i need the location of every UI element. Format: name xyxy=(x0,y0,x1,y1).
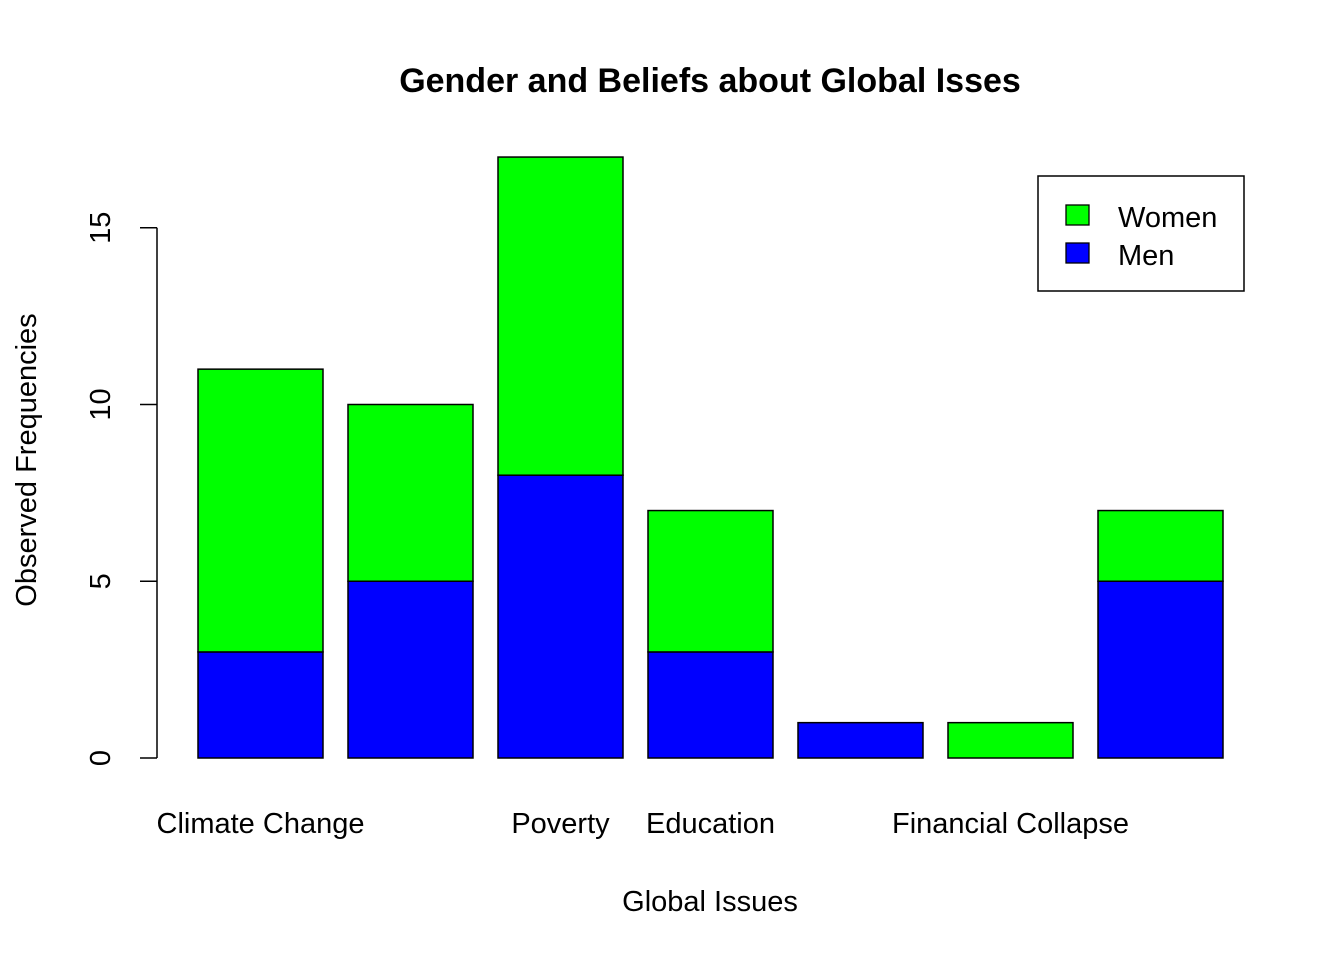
x-tick-label-4: Education xyxy=(646,808,775,840)
y-tick-label-15: 15 xyxy=(85,212,117,244)
chart-title: Gender and Beliefs about Global Isses xyxy=(399,62,1021,100)
x-tick-label-6: Financial Collapse xyxy=(892,808,1129,840)
bar-2-men xyxy=(347,580,474,759)
y-axis: 0 5 10 15 xyxy=(85,212,158,766)
x-tick-label-1: Climate Change xyxy=(157,808,365,840)
bar-1-men xyxy=(197,651,324,759)
y-axis-label: Observed Frequencies xyxy=(11,313,43,606)
bar-4-women xyxy=(647,509,774,653)
y-tick-label-5: 5 xyxy=(85,573,117,589)
legend-box xyxy=(1037,175,1245,292)
bars-group xyxy=(197,156,1224,759)
y-tick-label-0: 0 xyxy=(85,750,117,766)
bar-4-men xyxy=(647,651,774,759)
legend: Women Men xyxy=(1037,175,1245,292)
x-tick-label-3: Poverty xyxy=(511,808,610,840)
bar-3-women xyxy=(497,156,624,476)
legend-swatch-women xyxy=(1065,204,1090,226)
bar-1-women xyxy=(197,368,324,653)
bar-7-women xyxy=(1097,509,1224,582)
bar-3-men xyxy=(497,474,624,759)
bar-6-women xyxy=(947,721,1074,759)
bar-2-women xyxy=(347,403,474,582)
legend-label-men: Men xyxy=(1118,240,1174,272)
bar-5-men xyxy=(797,721,924,759)
y-tick-label-10: 10 xyxy=(85,388,117,420)
bar-7-men xyxy=(1097,580,1224,759)
x-axis-labels: Climate Change Poverty Education Financial … xyxy=(157,808,1129,840)
x-axis-label: Global Issues xyxy=(622,886,798,918)
legend-swatch-men xyxy=(1065,242,1090,264)
legend-label-women: Women xyxy=(1118,202,1217,234)
